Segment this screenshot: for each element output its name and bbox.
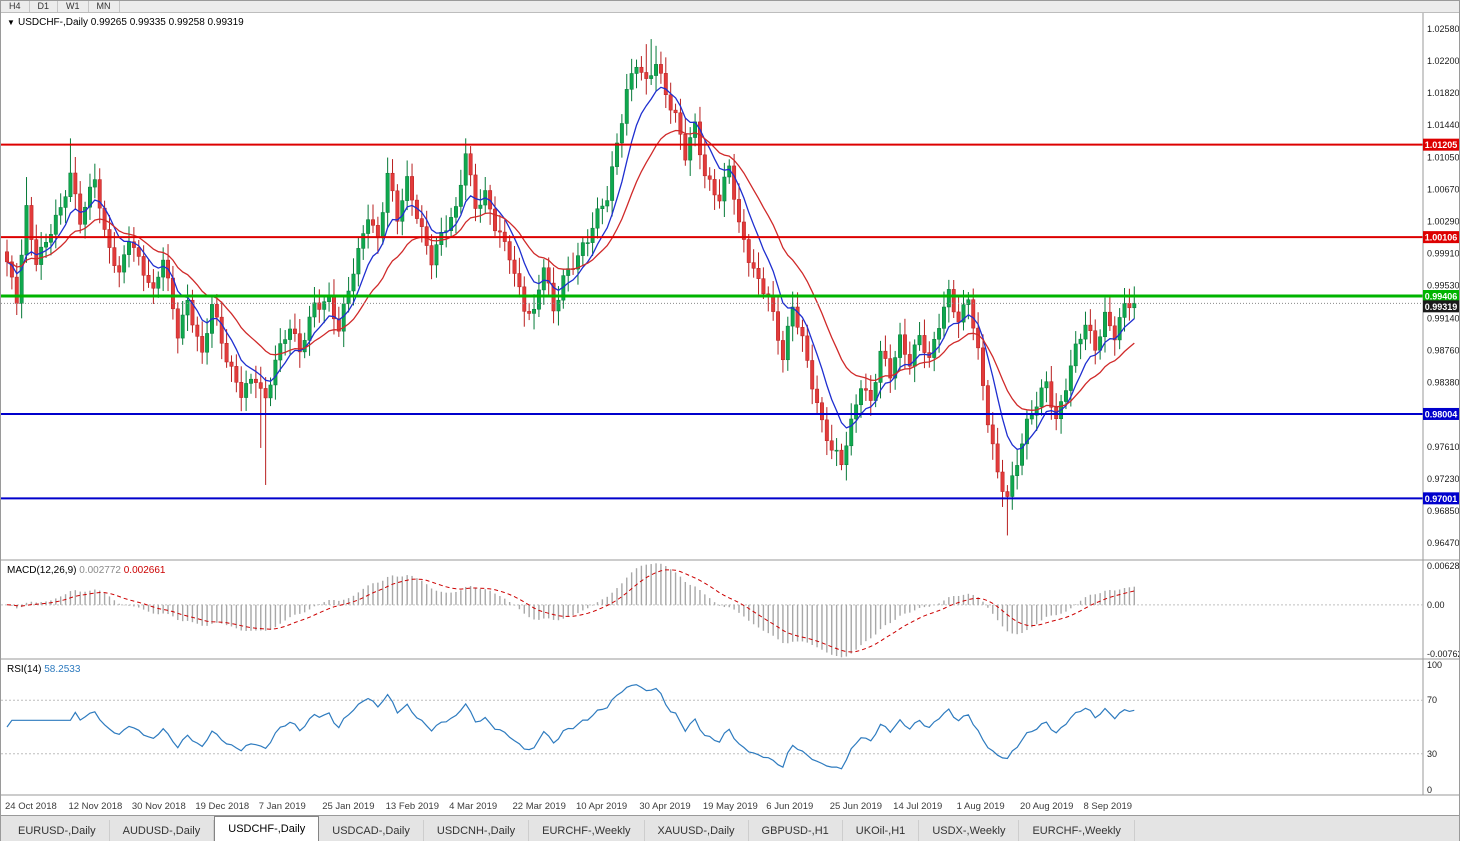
- svg-text:0.97230: 0.97230: [1427, 474, 1459, 484]
- price-scale: 1.02580 1.02200 1.01820 1.01440 1.01050 1.006…: [1427, 24, 1459, 548]
- rsi-line: [6, 684, 1135, 770]
- price-level-badge: 0.99406: [1423, 290, 1459, 303]
- svg-text:1.00290: 1.00290: [1427, 217, 1459, 227]
- timeframe-w1-button[interactable]: W1: [58, 1, 89, 12]
- svg-text:25 Jun 2019: 25 Jun 2019: [830, 801, 882, 812]
- macd-signal-line: [6, 569, 1135, 653]
- tab-usdchf-daily[interactable]: USDCHF-,Daily: [214, 816, 320, 841]
- svg-text:12 Nov 2018: 12 Nov 2018: [68, 801, 122, 812]
- svg-text:-0.00762: -0.00762: [1427, 649, 1459, 659]
- svg-text:0.96850: 0.96850: [1427, 506, 1459, 516]
- chart-area: 1.02580 1.02200 1.01820 1.01440 1.01050 1.006…: [1, 13, 1459, 815]
- svg-text:1.01050: 1.01050: [1427, 153, 1459, 163]
- svg-text:0.99319: 0.99319: [1425, 302, 1458, 312]
- svg-text:30: 30: [1427, 749, 1437, 759]
- svg-text:10 Apr 2019: 10 Apr 2019: [576, 801, 627, 812]
- price-level-badge: 0.98004: [1423, 407, 1459, 420]
- ma-slow-line: [6, 129, 1135, 411]
- tab-audusd-daily[interactable]: AUDUSD-,Daily: [110, 820, 215, 841]
- svg-text:1.02580: 1.02580: [1427, 24, 1459, 34]
- tab-usdcnh-daily[interactable]: USDCNH-,Daily: [424, 820, 530, 841]
- svg-text:4 Mar 2019: 4 Mar 2019: [449, 801, 497, 812]
- svg-text:22 Mar 2019: 22 Mar 2019: [513, 801, 566, 812]
- svg-text:0.97001: 0.97001: [1425, 494, 1458, 504]
- macd-histogram: [11, 563, 1135, 658]
- svg-text:0.99140: 0.99140: [1427, 313, 1459, 323]
- price-level-badge: 0.97001: [1423, 492, 1459, 505]
- rsi-label: RSI(14) 58.2533: [7, 664, 81, 675]
- svg-text:0: 0: [1427, 785, 1432, 795]
- candles-group: [5, 39, 1137, 536]
- svg-text:0.97610: 0.97610: [1427, 442, 1459, 452]
- svg-text:6 Jun 2019: 6 Jun 2019: [766, 801, 813, 812]
- svg-text:0.98004: 0.98004: [1425, 409, 1458, 419]
- svg-text:13 Feb 2019: 13 Feb 2019: [386, 801, 439, 812]
- svg-text:0.99910: 0.99910: [1427, 249, 1459, 259]
- tab-xauusd-daily[interactable]: XAUUSD-,Daily: [645, 820, 749, 841]
- svg-text:0.96470: 0.96470: [1427, 538, 1459, 548]
- svg-text:1.01820: 1.01820: [1427, 88, 1459, 98]
- svg-text:19 Dec 2018: 19 Dec 2018: [195, 801, 249, 812]
- svg-text:RSI(14) 58.2533: RSI(14) 58.2533: [7, 664, 81, 675]
- svg-text:0.006286: 0.006286: [1427, 561, 1459, 571]
- svg-text:19 May 2019: 19 May 2019: [703, 801, 758, 812]
- svg-text:USDCHF-,Daily 0.99265 0.99335: USDCHF-,Daily 0.99265 0.99335 0.99258 0.…: [18, 17, 244, 28]
- timeframe-d1-button[interactable]: D1: [30, 1, 59, 12]
- macd-label: MACD(12,26,9) 0.002772 0.002661: [7, 565, 166, 576]
- tab-usdx-weekly[interactable]: USDX-,Weekly: [919, 820, 1020, 841]
- price-chart[interactable]: 1.02580 1.02200 1.01820 1.01440 1.01050 1.006…: [1, 13, 1459, 815]
- tab-eurchf-weekly[interactable]: EURCHF-,Weekly: [529, 820, 645, 841]
- svg-text:30 Apr 2019: 30 Apr 2019: [639, 801, 690, 812]
- svg-text:0.99406: 0.99406: [1425, 292, 1458, 302]
- timeframe-h4-button[interactable]: H4: [1, 1, 30, 12]
- svg-text:70: 70: [1427, 695, 1437, 705]
- svg-text:1.01205: 1.01205: [1425, 140, 1458, 150]
- timeframe-toolbar: H4 D1 W1 MN: [1, 1, 1459, 13]
- timeframe-mn-button[interactable]: MN: [89, 1, 120, 12]
- svg-text:1.01440: 1.01440: [1427, 120, 1459, 130]
- svg-text:1 Aug 2019: 1 Aug 2019: [957, 801, 1005, 812]
- chart-title: ▼ USDCHF-,Daily 0.99265 0.99335 0.99258 0…: [7, 17, 244, 28]
- tab-ukoil-h1[interactable]: UKOil-,H1: [843, 820, 920, 841]
- svg-text:7 Jan 2019: 7 Jan 2019: [259, 801, 306, 812]
- svg-text:MACD(12,26,9) 0.002772 0.00266: MACD(12,26,9) 0.002772 0.002661: [7, 565, 166, 576]
- price-level-badge: 1.01205: [1423, 138, 1459, 151]
- svg-text:30 Nov 2018: 30 Nov 2018: [132, 801, 186, 812]
- svg-text:1.00670: 1.00670: [1427, 185, 1459, 195]
- svg-text:1.02200: 1.02200: [1427, 56, 1459, 66]
- svg-text:14 Jul 2019: 14 Jul 2019: [893, 801, 942, 812]
- tab-eurusd-daily[interactable]: EURUSD-,Daily: [5, 820, 110, 841]
- date-axis: 24 Oct 2018 12 Nov 2018 30 Nov 2018 19 Dec …: [5, 801, 1132, 812]
- svg-text:24 Oct 2018: 24 Oct 2018: [5, 801, 57, 812]
- svg-text:8 Sep 2019: 8 Sep 2019: [1083, 801, 1132, 812]
- svg-text:25 Jan 2019: 25 Jan 2019: [322, 801, 374, 812]
- svg-text:20 Aug 2019: 20 Aug 2019: [1020, 801, 1073, 812]
- svg-text:▼: ▼: [7, 18, 15, 27]
- svg-text:100: 100: [1427, 660, 1442, 670]
- tab-eurchf-weekly[interactable]: EURCHF-,Weekly: [1019, 820, 1135, 841]
- price-level-badge: 1.00106: [1423, 231, 1459, 244]
- tab-usdcad-daily[interactable]: USDCAD-,Daily: [319, 820, 424, 841]
- svg-text:0.00: 0.00: [1427, 600, 1445, 610]
- price-level-badge: 0.99319: [1423, 300, 1459, 313]
- svg-text:0.99530: 0.99530: [1427, 281, 1459, 291]
- svg-text:1.00106: 1.00106: [1425, 233, 1458, 243]
- ma-fast-line: [6, 86, 1135, 451]
- svg-text:0.98380: 0.98380: [1427, 377, 1459, 387]
- tab-gbpusd-h1[interactable]: GBPUSD-,H1: [749, 820, 843, 841]
- svg-text:0.98760: 0.98760: [1427, 345, 1459, 355]
- chart-tabs: EURUSD-,Daily AUDUSD-,Daily USDCHF-,Daily U…: [1, 815, 1459, 841]
